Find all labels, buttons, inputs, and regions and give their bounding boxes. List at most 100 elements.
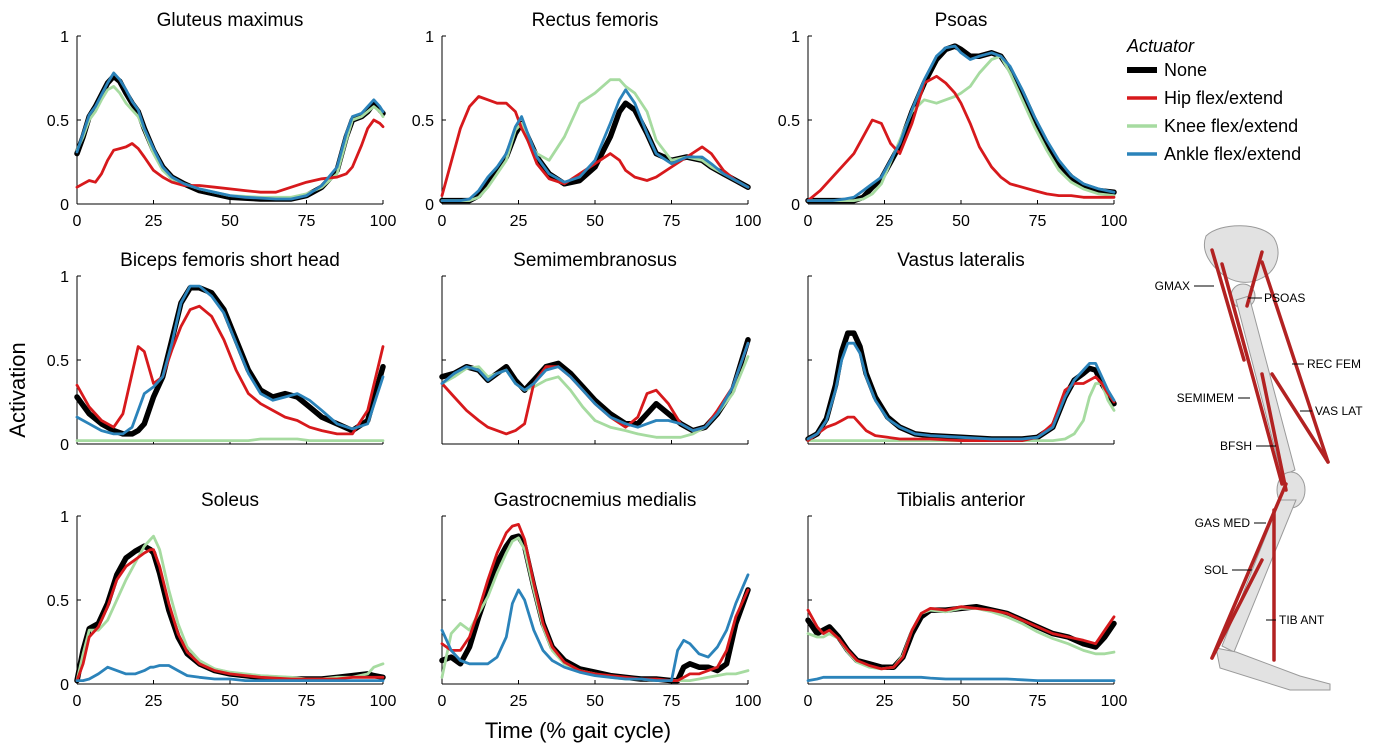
y-tick-label: 0.5	[47, 353, 69, 370]
x-tick-label: 75	[298, 213, 316, 230]
bfsh-label: BFSH	[1220, 439, 1252, 453]
leg-model-illustration: GMAX PSOAS REC FEM SEMIMEM VAS LAT BFSH …	[1155, 225, 1363, 691]
legend-label: Ankle flex/extend	[1164, 144, 1301, 164]
series-line-hip-flex-extend	[75, 548, 385, 682]
gmax-muscle-line	[1210, 248, 1246, 362]
series-line-knee-flex-extend	[75, 437, 385, 442]
tib-ant-label: TIB ANT	[1279, 613, 1325, 627]
legend-label: Knee flex/extend	[1164, 116, 1298, 136]
legend-items: None Hip flex/extend Knee flex/extend Ankle…	[1127, 60, 1301, 164]
legend: Actuator None Hip flex/extend Knee flex/ex…	[1126, 36, 1301, 164]
y-tick-label: 1	[60, 29, 69, 46]
psoas-label: PSOAS	[1264, 291, 1305, 305]
y-tick-label: 1	[791, 29, 800, 46]
x-tick-label: 75	[298, 693, 316, 710]
foot-shape	[1215, 647, 1331, 691]
x-tick-label: 25	[876, 693, 894, 710]
x-tick-label: 100	[370, 693, 397, 710]
chart-panel: Gluteus maximus 0 25 50 75 100 0 0.5 1	[47, 10, 397, 230]
vas-lat-muscle-line	[1270, 372, 1330, 464]
y-tick-label: 0.5	[47, 113, 69, 130]
chart-title: Gluteus maximus	[157, 10, 304, 31]
legend-item: Ankle flex/extend	[1127, 144, 1301, 164]
sol-label: SOL	[1204, 563, 1228, 577]
y-tick-label: 0	[791, 197, 800, 214]
vas-lat-label: VAS LAT	[1315, 404, 1363, 418]
series-line-knee-flex-extend	[806, 54, 1116, 202]
legend-label: None	[1164, 60, 1207, 80]
y-tick-label: 1	[60, 509, 69, 526]
legend-item: None	[1127, 60, 1207, 80]
x-tick-label: 100	[1101, 213, 1128, 230]
series-line-ankle-flex-extend	[806, 341, 1116, 441]
x-tick-label: 75	[663, 213, 681, 230]
series-line-ankle-flex-extend	[75, 664, 385, 682]
x-tick-label: 50	[952, 693, 970, 710]
x-tick-label: 100	[1101, 693, 1128, 710]
legend-item: Knee flex/extend	[1127, 116, 1298, 136]
x-tick-label: 50	[586, 213, 604, 230]
series-line-ankle-flex-extend	[75, 284, 385, 436]
gas-med-label: GAS MED	[1195, 516, 1251, 530]
chart-title: Vastus lateralis	[897, 250, 1024, 271]
chart-title: Soleus	[201, 490, 259, 511]
series-line-knee-flex-extend	[75, 85, 385, 199]
psoas-muscle-line	[1245, 250, 1264, 308]
chart-panel: Vastus lateralis	[805, 250, 1117, 445]
x-tick-label: 25	[145, 213, 163, 230]
x-tick-label: 50	[586, 693, 604, 710]
x-tick-label: 50	[952, 213, 970, 230]
chart-panel: Soleus 0 25 50 75 100 0 0.5 1	[47, 490, 397, 710]
semimem-label: SEMIMEM	[1177, 391, 1234, 405]
chart-panel: Gastrocnemius medialis 0 25 50 75 100	[438, 490, 762, 710]
series-line-hip-flex-extend	[806, 375, 1116, 442]
y-tick-label: 0	[60, 677, 69, 694]
x-axis-label: Time (% gait cycle)	[485, 718, 671, 743]
x-tick-label: 100	[735, 213, 762, 230]
x-tick-label: 50	[221, 213, 239, 230]
series-line-hip-flex-extend	[75, 304, 385, 436]
x-tick-label: 50	[221, 693, 239, 710]
series-line-ankle-flex-extend	[75, 71, 385, 201]
chart-panel: Tibialis anterior 0 25 50 75 100	[804, 490, 1128, 710]
gmax-label: GMAX	[1155, 279, 1190, 293]
series-line-ankle-flex-extend	[440, 88, 750, 202]
y-tick-label: 0.5	[47, 593, 69, 610]
chart-title: Tibialis anterior	[897, 490, 1026, 511]
chart-panel: Rectus femoris 0 25 50 75 100 0 0.5 1	[412, 10, 762, 230]
x-tick-label: 0	[804, 213, 813, 230]
series-line-hip-flex-extend	[75, 118, 385, 194]
legend-title: Actuator	[1126, 36, 1195, 56]
chart-title: Semimembranosus	[513, 250, 677, 271]
y-axis-label: Activation	[5, 342, 30, 437]
x-tick-label: 100	[735, 693, 762, 710]
x-tick-label: 0	[438, 213, 447, 230]
series-line-none	[74, 73, 386, 202]
rec-fem-label: REC FEM	[1307, 357, 1361, 371]
x-tick-label: 100	[370, 213, 397, 230]
series-line-ankle-flex-extend	[440, 341, 750, 432]
x-tick-label: 75	[1029, 213, 1047, 230]
series-line-hip-flex-extend	[440, 523, 750, 682]
y-tick-label: 0.5	[778, 113, 800, 130]
x-tick-label: 25	[876, 213, 894, 230]
x-tick-label: 0	[73, 693, 82, 710]
chart-panel: Biceps femoris short head 0 0.5 1	[47, 250, 386, 454]
chart-title: Rectus femoris	[532, 10, 659, 31]
x-tick-label: 0	[73, 213, 82, 230]
series-line-knee-flex-extend	[440, 355, 750, 439]
series-line-none	[805, 330, 1117, 442]
bfsh-muscle-line	[1260, 372, 1288, 492]
x-tick-label: 75	[1029, 693, 1047, 710]
chart-panel: Psoas 0 25 50 75 100 0 0.5 1	[778, 10, 1128, 230]
chart-title: Biceps femoris short head	[120, 250, 340, 271]
legend-item: Hip flex/extend	[1127, 88, 1283, 108]
legend-label: Hip flex/extend	[1164, 88, 1283, 108]
x-tick-label: 25	[510, 213, 528, 230]
sol-muscle-line	[1210, 558, 1264, 660]
x-tick-label: 25	[510, 693, 528, 710]
y-tick-label: 1	[425, 29, 434, 46]
series-line-hip-flex-extend	[806, 605, 1116, 671]
series-line-ankle-flex-extend	[806, 675, 1116, 682]
